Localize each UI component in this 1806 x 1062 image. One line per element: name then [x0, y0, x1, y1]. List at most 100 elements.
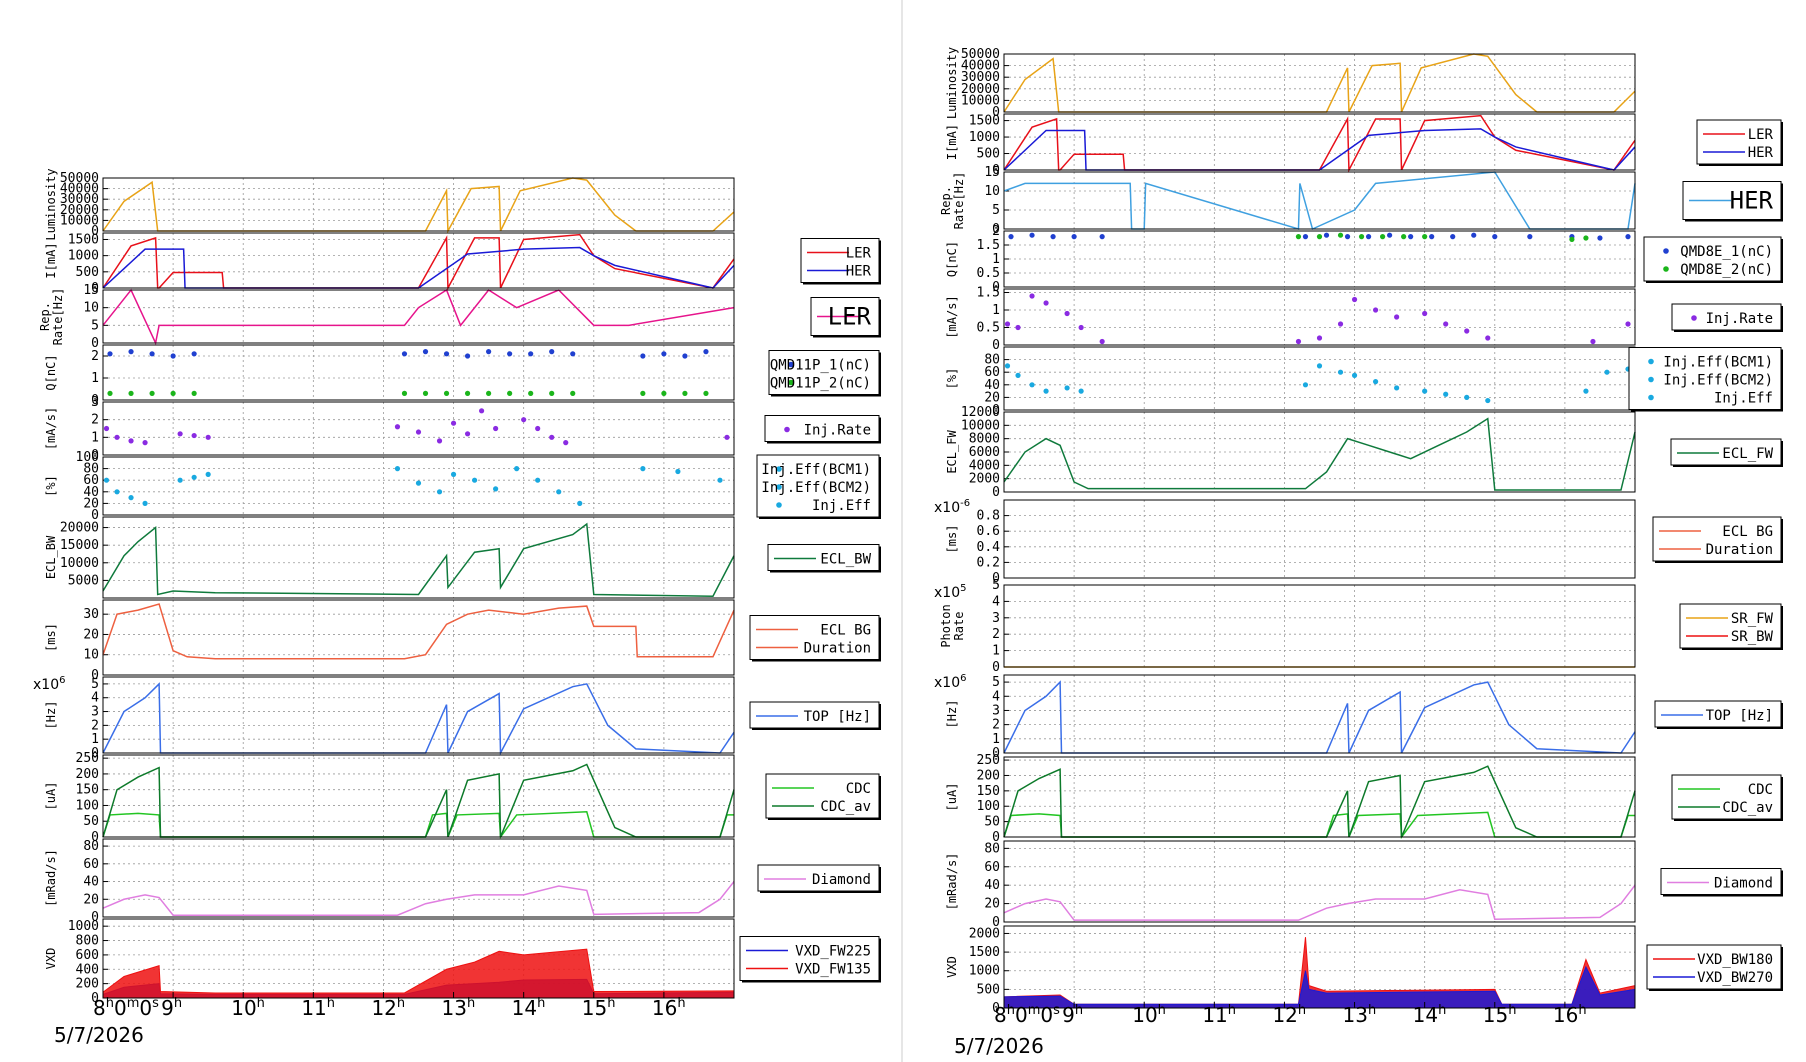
y-tick-label: 10: [984, 184, 1000, 199]
series-line: [102, 177, 735, 234]
y-tick-label: 0: [91, 668, 99, 683]
y-multiplier: x106: [33, 675, 65, 693]
y-tick-label: 10000: [961, 418, 1000, 433]
series-line: [1003, 884, 1636, 921]
chart-row: 1.5 1 0.5 0 [mA/s] Inj.Rate: [945, 286, 1783, 353]
y-tick-label: 2000: [969, 926, 1000, 941]
y-tick-label: 2: [91, 349, 99, 364]
data-point: [464, 390, 471, 396]
series-line: [102, 682, 735, 756]
y-tick-label: 4000: [969, 458, 1000, 473]
y-multiplier-base: x10: [934, 675, 960, 691]
y-tick-label: 12000: [961, 405, 1000, 420]
x-tick-label-part: m: [1028, 1003, 1041, 1018]
y-tick-label: 0: [992, 660, 1000, 675]
y-tick-label: 8000: [969, 432, 1000, 447]
x-tick-label-part: 0: [1040, 1003, 1053, 1027]
data-point: [1316, 335, 1323, 341]
data-point: [1380, 234, 1386, 240]
y-axis-label: Q[nC]: [945, 241, 959, 277]
x-tick-label: 10h: [1132, 1003, 1166, 1027]
series-line: [1003, 765, 1636, 838]
data-point: [1569, 236, 1575, 242]
y-tick-label: 400: [76, 962, 99, 977]
series-line: [1003, 53, 1636, 113]
plot-frame: [102, 456, 735, 516]
y-tick-label: 500: [76, 265, 99, 280]
x-tick-label-part: 16: [1553, 1003, 1578, 1027]
x-tick-label-part: h: [174, 996, 182, 1011]
data-point: [1597, 235, 1603, 241]
x-tick-label-part: h: [1158, 1003, 1166, 1018]
data-point: [1337, 369, 1344, 375]
y-tick-label: 1500: [68, 232, 99, 247]
y-tick-label: 5: [992, 675, 1000, 690]
plot-frame: [102, 401, 735, 456]
plot-frame: [1003, 346, 1636, 411]
legend-marker: [1663, 248, 1669, 254]
y-tick-label: 500: [977, 982, 1000, 997]
data-point: [1316, 363, 1323, 369]
y-axis-label: [mRad/s]: [945, 853, 959, 911]
data-point: [661, 390, 667, 396]
x-tick-label-part: 10: [231, 996, 256, 1020]
plot-frame: [1003, 230, 1636, 288]
legend-label: TOP [Hz]: [1706, 708, 1773, 724]
data-point: [661, 351, 667, 357]
y-tick-label: 10000: [60, 213, 99, 228]
data-point: [1464, 394, 1470, 400]
data-point: [717, 477, 723, 483]
legend-label: Diamond: [1714, 876, 1773, 892]
y-tick-label: 0: [91, 508, 99, 523]
y-tick-label: 0: [91, 991, 99, 1006]
data-point: [1078, 324, 1084, 331]
data-point: [1029, 293, 1035, 299]
legend-box: [1696, 119, 1782, 165]
data-point: [205, 434, 211, 440]
legend-marker: [1663, 266, 1669, 272]
plot-frame: [1003, 53, 1636, 113]
y-tick-label: 150: [977, 784, 1000, 799]
data-point: [177, 431, 183, 437]
data-point: [1351, 296, 1358, 303]
plot-frame: [1003, 840, 1636, 923]
y-tick-label: 5: [91, 318, 99, 333]
x-tick-label-part: h: [467, 996, 475, 1011]
series-line: [102, 603, 735, 660]
data-point: [675, 468, 681, 475]
data-point: [1471, 232, 1477, 238]
y-tick-label: 0: [992, 571, 1000, 586]
series-line: [1003, 417, 1636, 491]
data-point: [1372, 307, 1379, 313]
data-point: [549, 390, 555, 396]
y-tick-label: 15: [83, 283, 99, 298]
y-axis-label-line: Photon: [939, 604, 953, 647]
data-point: [1316, 234, 1323, 240]
y-tick-label: 0.4: [977, 540, 1001, 555]
data-point: [1492, 234, 1498, 240]
x-tick-label-part: h: [106, 996, 114, 1011]
data-point: [415, 429, 422, 435]
series-line: [1003, 171, 1636, 231]
y-tick-label: 0: [91, 448, 99, 463]
y-tick-label: 40: [83, 875, 99, 890]
x-tick-label: 16h: [652, 996, 686, 1020]
legend-label: HER: [846, 264, 872, 280]
legend-box: [1654, 700, 1782, 728]
data-point: [640, 353, 646, 359]
y-tick-label: 1: [91, 732, 99, 747]
y-tick-label: 1000: [68, 919, 99, 934]
legend-box: [767, 544, 880, 571]
y-axis-label: VXD: [44, 948, 58, 970]
y-tick-label: 200: [76, 977, 99, 992]
data-point: [507, 351, 513, 357]
data-point: [1450, 234, 1456, 240]
y-tick-label: 30: [83, 607, 99, 622]
legend-box: [1628, 347, 1782, 410]
data-point: [521, 417, 527, 423]
y-tick-label: 5: [91, 677, 99, 692]
data-point: [1372, 379, 1379, 385]
legend-box: [1643, 236, 1782, 282]
